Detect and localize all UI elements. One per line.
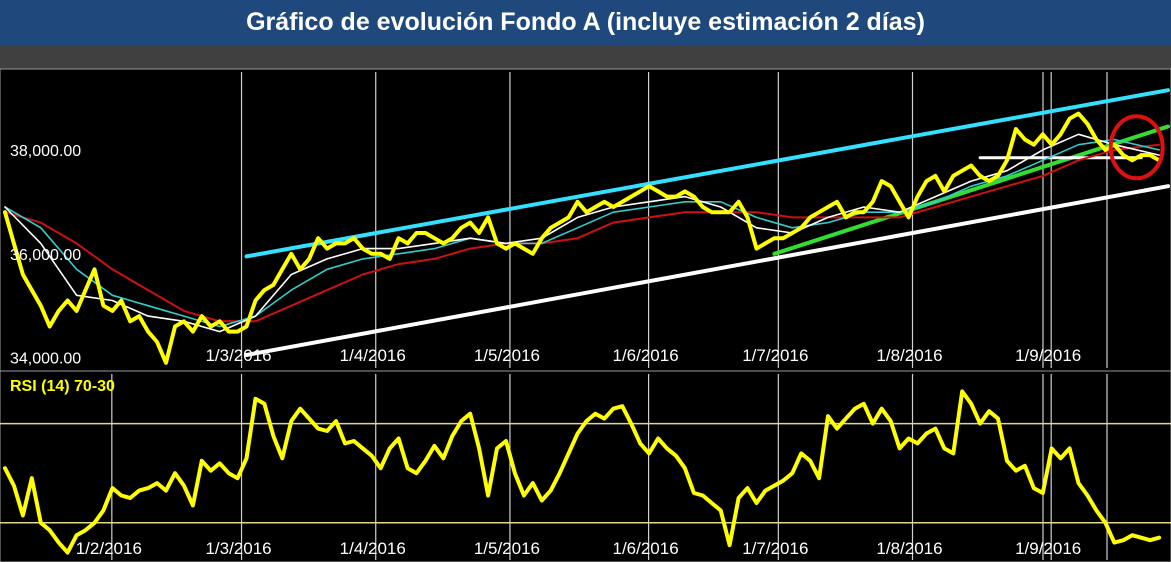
rsi-xtick-label: 1/4/2016 bbox=[340, 539, 406, 558]
price-ytick-label: 34,000.00 bbox=[10, 351, 81, 368]
price-xtick-label: 1/5/2016 bbox=[474, 346, 540, 365]
title-gap bbox=[0, 45, 1171, 69]
price-ytick-label: 38,000.00 bbox=[10, 143, 81, 160]
price-xtick-label: 1/8/2016 bbox=[876, 346, 942, 365]
price-ytick-label: 36,000.00 bbox=[10, 247, 81, 264]
price-y-axis-labels: 38,000.00 36,000.00 34,000.00 bbox=[10, 143, 81, 368]
rsi-xtick-label: 1/2/2016 bbox=[76, 539, 142, 558]
series-channel-top bbox=[244, 88, 1170, 259]
series-rsi bbox=[3, 389, 1162, 555]
rsi-series-group bbox=[3, 389, 1162, 555]
price-xtick-label: 1/6/2016 bbox=[613, 346, 679, 365]
price-xtick-label: 1/9/2016 bbox=[1015, 346, 1081, 365]
rsi-panel-background bbox=[0, 370, 1171, 562]
price-xtick-label: 1/7/2016 bbox=[742, 346, 808, 365]
price-xtick-label: 1/3/2016 bbox=[205, 346, 271, 365]
price-x-axis-labels: 1/3/2016 1/4/2016 1/5/2016 1/6/2016 1/7/2016… bbox=[205, 346, 1081, 365]
highlight-circle bbox=[1108, 114, 1165, 181]
series-ma-mid bbox=[4, 138, 1160, 328]
price-xtick-label: 1/4/2016 bbox=[340, 346, 406, 365]
rsi-xtick-label: 1/6/2016 bbox=[613, 539, 679, 558]
rsi-xtick-label: 1/8/2016 bbox=[876, 539, 942, 558]
rsi-x-axis-labels: 1/2/2016 1/3/2016 1/4/2016 1/5/2016 1/6/2016… bbox=[76, 539, 1082, 558]
series-channel-bottom bbox=[244, 184, 1170, 357]
chart-title: Gráfico de evolución Fondo A (incluye es… bbox=[0, 0, 1171, 45]
price-grid bbox=[240, 72, 1108, 368]
rsi-xtick-label: 1/9/2016 bbox=[1015, 539, 1081, 558]
rsi-xtick-label: 1/5/2016 bbox=[474, 539, 540, 558]
series-price bbox=[3, 111, 1162, 365]
price-series-group bbox=[3, 88, 1170, 365]
series-ma-long bbox=[4, 143, 1161, 323]
rsi-panel-label: RSI (14) 70-30 bbox=[10, 378, 115, 395]
rsi-xtick-label: 1/7/2016 bbox=[742, 539, 808, 558]
rsi-xtick-label: 1/3/2016 bbox=[205, 539, 271, 558]
